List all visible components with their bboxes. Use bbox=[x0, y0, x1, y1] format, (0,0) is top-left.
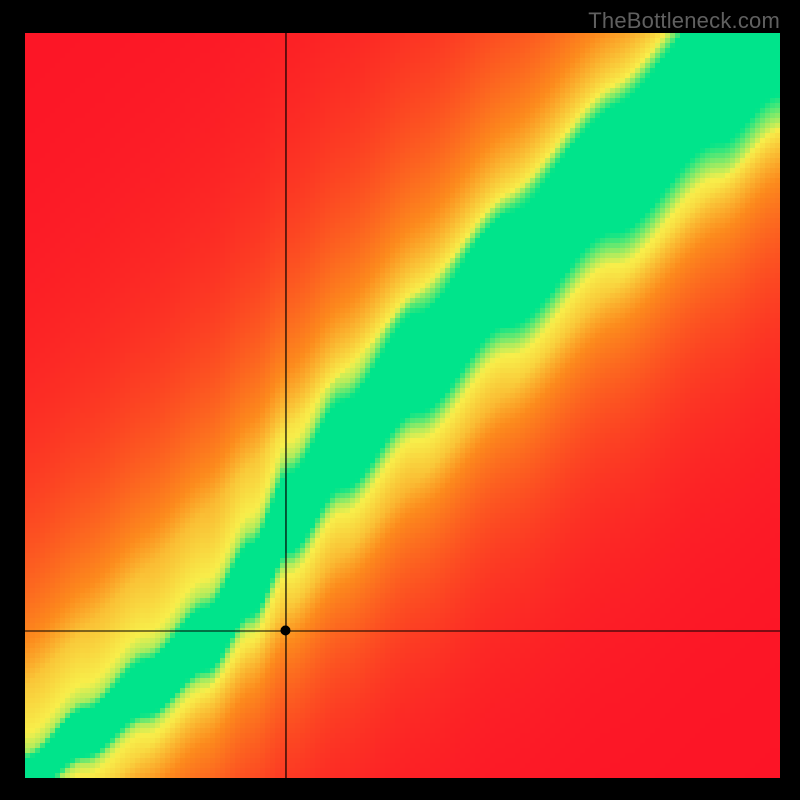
watermark-text: TheBottleneck.com bbox=[588, 8, 780, 34]
bottleneck-heatmap bbox=[0, 0, 800, 800]
